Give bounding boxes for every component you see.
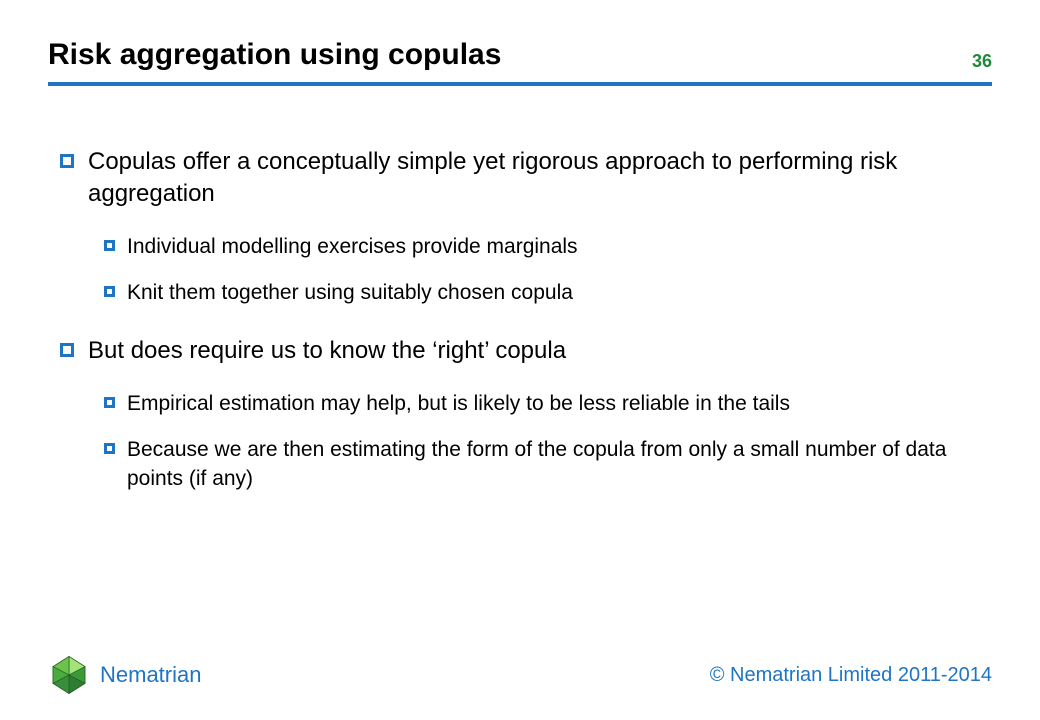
- slide-content: Copulas offer a conceptually simple yet …: [0, 86, 1040, 493]
- bullet-level2: Individual modelling exercises provide m…: [104, 233, 980, 261]
- bullet-text: Copulas offer a conceptually simple yet …: [88, 146, 980, 211]
- bullet-subgroup: Empirical estimation may help, but is li…: [60, 390, 980, 493]
- bullet-subgroup: Individual modelling exercises provide m…: [60, 233, 980, 308]
- square-bullet-icon: [104, 443, 115, 454]
- bullet-level2: Empirical estimation may help, but is li…: [104, 390, 980, 418]
- page-number: 36: [972, 51, 992, 72]
- brand-logo-icon: [48, 654, 90, 696]
- bullet-text: Knit them together using suitably chosen…: [127, 279, 573, 307]
- bullet-level1: But does require us to know the ‘right’ …: [60, 335, 980, 367]
- square-bullet-icon: [60, 343, 74, 357]
- bullet-level2: Knit them together using suitably chosen…: [104, 279, 980, 307]
- title-row: Risk aggregation using copulas 36: [48, 38, 992, 72]
- slide-footer: Nematrian © Nematrian Limited 2011-2014: [48, 654, 992, 696]
- square-bullet-icon: [104, 397, 115, 408]
- copyright-text: © Nematrian Limited 2011-2014: [710, 664, 992, 687]
- slide-header: Risk aggregation using copulas 36: [0, 0, 1040, 86]
- bullet-text: But does require us to know the ‘right’ …: [88, 335, 566, 367]
- brand: Nematrian: [48, 654, 201, 696]
- slide-title: Risk aggregation using copulas: [48, 38, 501, 72]
- bullet-text: Because we are then estimating the form …: [127, 436, 980, 493]
- square-bullet-icon: [104, 240, 115, 251]
- bullet-text: Empirical estimation may help, but is li…: [127, 390, 790, 418]
- square-bullet-icon: [60, 154, 74, 168]
- bullet-level2: Because we are then estimating the form …: [104, 436, 980, 493]
- title-rule: [48, 82, 992, 86]
- brand-name: Nematrian: [100, 662, 201, 688]
- bullet-text: Individual modelling exercises provide m…: [127, 233, 578, 261]
- slide: Risk aggregation using copulas 36 Copula…: [0, 0, 1040, 720]
- square-bullet-icon: [104, 286, 115, 297]
- bullet-level1: Copulas offer a conceptually simple yet …: [60, 146, 980, 211]
